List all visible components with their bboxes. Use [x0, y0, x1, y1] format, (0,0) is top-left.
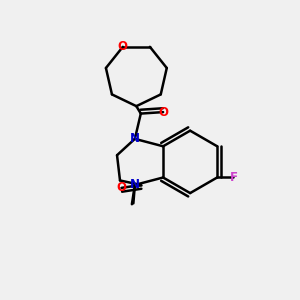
Text: F: F	[230, 171, 238, 184]
Text: O: O	[158, 106, 168, 118]
Text: N: N	[130, 178, 140, 191]
Text: O: O	[116, 182, 127, 194]
Text: N: N	[130, 132, 140, 146]
Text: O: O	[118, 40, 128, 53]
